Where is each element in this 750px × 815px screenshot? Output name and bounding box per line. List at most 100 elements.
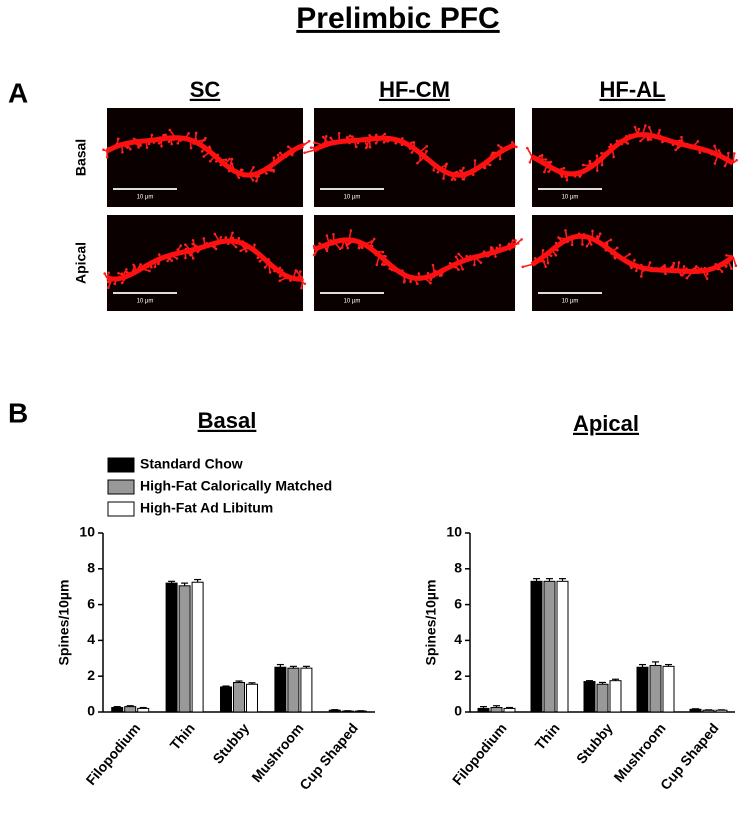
dendrite-spine-head [554, 253, 558, 257]
dendrite-spine-head [103, 272, 106, 275]
dendrite-spine-head [157, 253, 161, 256]
dendrite-spine-head [295, 270, 298, 273]
dendrite-spine-head [278, 279, 282, 283]
dendrite [530, 132, 735, 177]
scale-bar-label: 10 µm [562, 195, 579, 201]
y-tick-label: 8 [454, 560, 462, 576]
dendrite-spine-head [595, 169, 599, 172]
dendrite-spine-head [224, 158, 228, 161]
dendrite-spine-head [117, 271, 120, 275]
dendrite-spine-head [450, 178, 454, 181]
bar [220, 686, 232, 713]
dendrite-spine-head [628, 252, 631, 256]
scale-bar-label: 10 µm [344, 299, 361, 305]
dendrite-spine-head [150, 133, 154, 137]
dendrite-spine-head [600, 151, 603, 155]
dendrite-spine-head [595, 235, 599, 238]
dendrite-spine-head [175, 257, 179, 260]
dendrite-spine-head [544, 265, 548, 269]
dendrite-spine-head [191, 238, 195, 242]
dendrite-spine-head [732, 152, 736, 155]
dendrite-spine-head [329, 136, 333, 140]
dendrite-spine-head [541, 249, 545, 252]
dendrite-spine-head [278, 266, 282, 270]
dendrite-spine-head [170, 259, 174, 262]
bar [636, 666, 649, 713]
dendrite-spine-head [634, 269, 638, 273]
dendrite-spine-head [345, 136, 349, 139]
dendrite-spine-head [360, 246, 364, 250]
dendrite-spine-head [157, 262, 160, 266]
dendrite-spine-head [664, 272, 667, 276]
dendrite-spine-head [410, 151, 414, 154]
dendrite-spine-head [696, 140, 700, 143]
dendrite-spine-head [380, 263, 384, 266]
dendrite-spine-head [184, 256, 187, 260]
dendrite-spine-head [228, 157, 231, 161]
bar [649, 664, 662, 713]
dendrite-spine-head [538, 155, 542, 158]
dendrite-spine-head [646, 137, 650, 140]
dendrite-spine-head [268, 271, 272, 274]
dendrite [106, 238, 304, 282]
dendrite-spine-head [346, 242, 350, 246]
dendrite-spine-head [425, 149, 428, 153]
dendrite-spine-head [528, 160, 532, 164]
dendrite-spine-head [139, 263, 142, 266]
dendrite-spine-head [303, 151, 306, 155]
dendrite-spine-head [498, 157, 502, 161]
dendrite-spine-head [682, 265, 686, 268]
dendrite-spine-head [204, 136, 207, 140]
dendrite-spine-head [581, 243, 584, 246]
dendrite-spine-head [208, 159, 212, 163]
dendrite-spine-head [125, 270, 129, 274]
dendrite-spine-head [149, 265, 153, 269]
dendrite-spine-head [278, 151, 282, 155]
dendrite-spine-head [106, 280, 110, 284]
dendrite-spine-head [416, 282, 419, 286]
dendrite [105, 135, 304, 178]
dendrite-spine-head [157, 141, 161, 145]
dendrite-spine-head [591, 229, 594, 233]
dendrite-spine-head [720, 270, 724, 273]
dendrite-spine-head [120, 281, 124, 285]
dendrite-spine-head [179, 244, 183, 247]
bar [702, 709, 715, 713]
bar [715, 709, 728, 713]
bar [490, 707, 503, 713]
dendrite-spine-head [473, 159, 477, 162]
dendrite-spine-head [176, 248, 180, 251]
dendrite-spine-head [187, 132, 190, 135]
dendrite [312, 135, 516, 178]
dendrite-spine-head [102, 148, 105, 152]
dendrite-spine-head [546, 261, 550, 265]
dendrite-spine-head [609, 143, 613, 146]
dendrite-spine-head [497, 144, 500, 147]
dendrite-spine-head [230, 162, 234, 166]
dendrite-spine-head [661, 140, 664, 144]
dendrite-spine-head [321, 135, 325, 139]
dendrite-spine-head [219, 235, 223, 239]
micrograph [107, 215, 303, 311]
dendrite-spine-head [521, 265, 525, 269]
dendrite-spine-head [309, 146, 313, 149]
dendrite-spine-head [245, 249, 248, 253]
legend-swatch [107, 501, 135, 517]
legend-label: Standard Chow [140, 456, 243, 472]
bar [689, 708, 702, 713]
dendrite-spine-head [723, 164, 727, 168]
dendrite-spine-head [312, 253, 316, 257]
dendrite-spine-head [132, 263, 135, 267]
dendrite-spine-head [375, 263, 379, 267]
bar [583, 681, 596, 713]
x-tick-label: Stubby [209, 720, 252, 767]
dendrite-spine-head [417, 272, 421, 275]
dendrite-spine-head [565, 178, 569, 182]
dendrite-spine-head [685, 276, 689, 280]
dendrite-spine-head [585, 244, 589, 248]
dendrite-spine-head [431, 263, 435, 267]
scale-bar-label: 10 µm [137, 195, 154, 201]
dendrite-spine-head [494, 255, 497, 258]
micrograph [314, 215, 515, 311]
